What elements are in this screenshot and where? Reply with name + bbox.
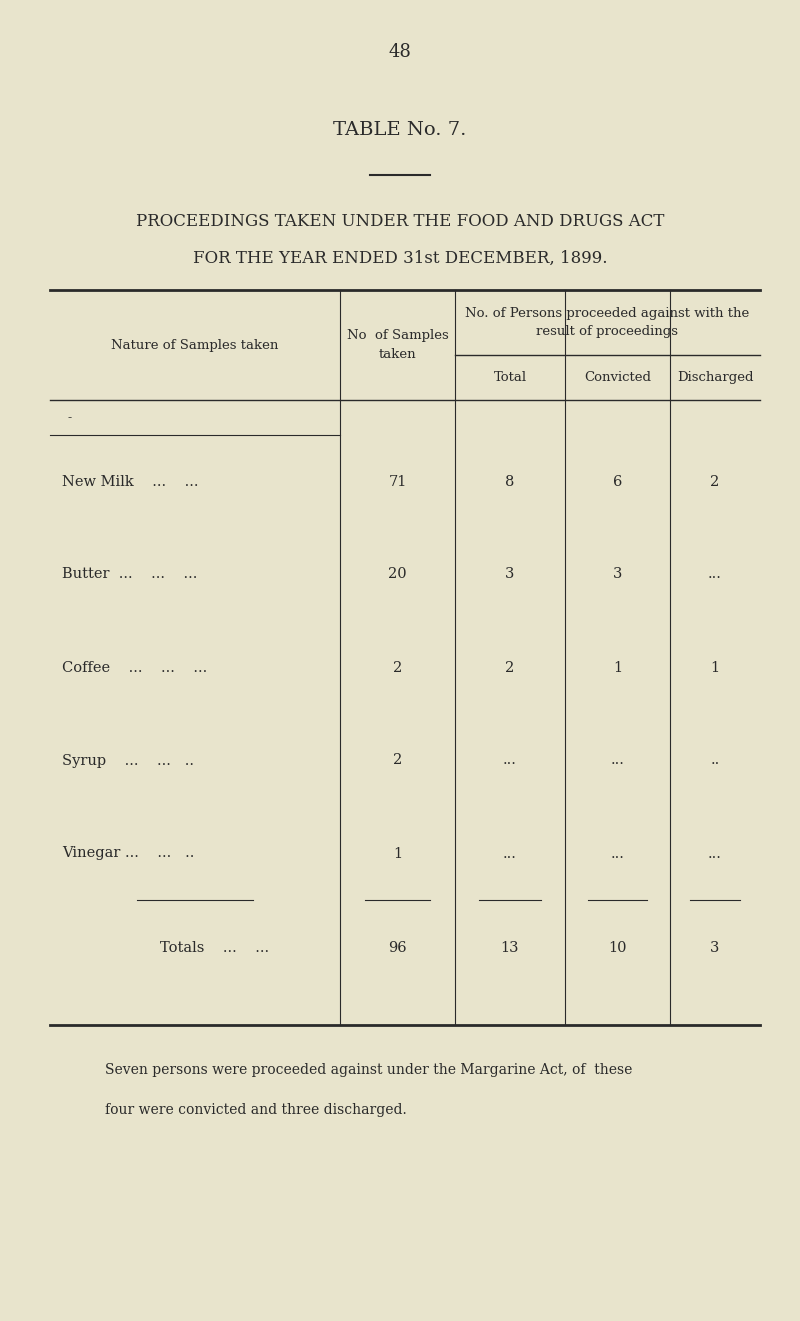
Text: Nature of Samples taken: Nature of Samples taken [111, 338, 278, 351]
Text: Totals    ...    ...: Totals ... ... [161, 941, 270, 955]
Text: Syrup    ...    ...   ..: Syrup ... ... .. [62, 753, 194, 768]
Text: ...: ... [708, 847, 722, 860]
Text: 2: 2 [393, 753, 402, 768]
Text: 48: 48 [389, 44, 411, 61]
Text: 3: 3 [506, 568, 514, 581]
Text: New Milk    ...    ...: New Milk ... ... [62, 474, 198, 489]
Text: 2: 2 [506, 660, 514, 675]
Text: Discharged: Discharged [677, 371, 754, 384]
Text: Convicted: Convicted [584, 371, 651, 384]
Text: ...: ... [503, 753, 517, 768]
Text: Butter  ...    ...    ...: Butter ... ... ... [62, 568, 198, 581]
Text: 2: 2 [710, 474, 720, 489]
Text: ...: ... [610, 847, 625, 860]
Text: four were convicted and three discharged.: four were convicted and three discharged… [105, 1103, 406, 1118]
Text: Total: Total [494, 371, 526, 384]
Text: 3: 3 [613, 568, 622, 581]
Text: ..: .. [710, 753, 720, 768]
Text: ...: ... [503, 847, 517, 860]
Text: -: - [68, 411, 72, 424]
Text: 10: 10 [608, 941, 626, 955]
Text: PROCEEDINGS TAKEN UNDER THE FOOD AND DRUGS ACT: PROCEEDINGS TAKEN UNDER THE FOOD AND DRU… [136, 214, 664, 230]
Text: 3: 3 [710, 941, 720, 955]
Text: 2: 2 [393, 660, 402, 675]
Text: Seven persons were proceeded against under the Margarine Act, of  these: Seven persons were proceeded against und… [105, 1063, 632, 1077]
Text: Coffee    ...    ...    ...: Coffee ... ... ... [62, 660, 207, 675]
Text: TABLE No. 7.: TABLE No. 7. [334, 122, 466, 139]
Text: ...: ... [708, 568, 722, 581]
Text: FOR THE YEAR ENDED 31st DECEMBER, 1899.: FOR THE YEAR ENDED 31st DECEMBER, 1899. [193, 250, 607, 267]
Text: 20: 20 [388, 568, 407, 581]
Text: 13: 13 [501, 941, 519, 955]
Text: 6: 6 [613, 474, 622, 489]
Text: No. of Persons proceeded against with the
result of proceedings: No. of Persons proceeded against with th… [466, 306, 750, 338]
Text: 96: 96 [388, 941, 407, 955]
Text: ...: ... [610, 753, 625, 768]
Text: 8: 8 [506, 474, 514, 489]
Text: 1: 1 [710, 660, 719, 675]
Text: No  of Samples
taken: No of Samples taken [346, 329, 448, 361]
Text: 71: 71 [388, 474, 406, 489]
Text: 1: 1 [613, 660, 622, 675]
Text: Vinegar ...    ...   ..: Vinegar ... ... .. [62, 847, 194, 860]
Text: 1: 1 [393, 847, 402, 860]
